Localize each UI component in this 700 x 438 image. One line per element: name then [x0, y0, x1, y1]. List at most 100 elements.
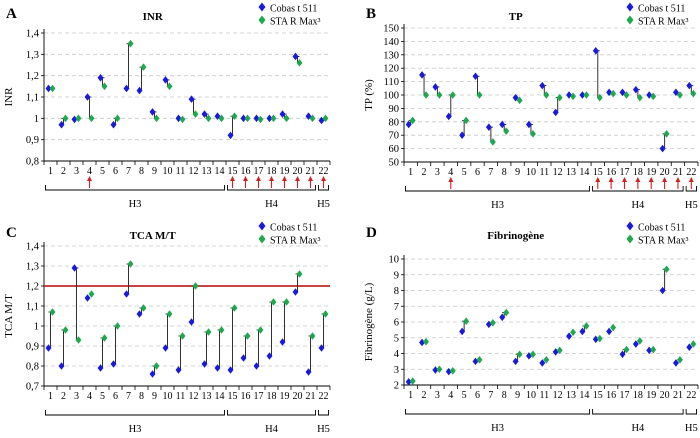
chart-title: Fibrinogène — [487, 230, 544, 242]
x-tick-label: 14 — [215, 166, 225, 177]
y-tick-label: 0,9 — [26, 342, 39, 353]
y-tick-label: 1,2 — [26, 282, 39, 293]
point-cobas — [552, 108, 559, 117]
x-tick-label: 21 — [306, 166, 316, 177]
point-cobas — [266, 352, 273, 360]
group-bracket — [318, 410, 329, 416]
x-tick-label: 19 — [280, 166, 290, 177]
x-tick-label: 11 — [539, 390, 549, 401]
x-tick-label: 16 — [606, 390, 616, 401]
point-sta — [322, 310, 329, 318]
point-cobas — [123, 84, 130, 93]
group-label: H4 — [631, 423, 645, 433]
legend-label: STA R Max³ — [270, 236, 321, 247]
point-sta — [516, 350, 523, 359]
point-cobas — [606, 327, 613, 336]
point-cobas — [279, 110, 286, 118]
x-tick-label: 6 — [113, 166, 118, 177]
x-tick-label: 12 — [553, 167, 563, 178]
legend-label: Cobas t 511 — [270, 223, 317, 234]
point-sta — [62, 114, 69, 123]
point-sta — [218, 114, 225, 123]
point-cobas — [253, 362, 260, 370]
point-cobas — [592, 46, 599, 55]
point-sta — [49, 308, 56, 316]
legend-label: Cobas t 511 — [638, 4, 685, 15]
red-arrow-head — [295, 176, 300, 181]
x-tick-label: 12 — [189, 391, 199, 402]
point-cobas — [566, 332, 573, 340]
x-tick-label: 5 — [462, 167, 467, 178]
group-label: H5 — [317, 424, 330, 433]
point-sta — [476, 356, 483, 364]
point-cobas — [432, 83, 439, 91]
point-cobas — [579, 327, 586, 336]
point-cobas — [71, 264, 78, 272]
point-cobas — [419, 338, 426, 347]
panel-letter: B — [366, 6, 376, 22]
red-arrow-head — [648, 177, 654, 182]
x-tick-label: 6 — [475, 167, 480, 178]
legend-label: Cobas t 511 — [270, 4, 317, 15]
panel-letter: D — [366, 225, 377, 241]
point-cobas — [686, 81, 693, 90]
point-cobas — [188, 95, 195, 103]
y-tick-label: 1,1 — [26, 302, 39, 313]
y-tick-label: 150 — [383, 24, 399, 35]
x-tick-label: 9 — [152, 166, 157, 177]
x-tick-label: 17 — [254, 391, 264, 402]
point-cobas — [240, 354, 247, 362]
x-tick-label: 10 — [526, 167, 536, 178]
y-tick-label: 8 — [394, 286, 399, 297]
x-tick-label: 5 — [100, 166, 105, 177]
y-axis-label: Fibrinogène (g/L) — [363, 282, 375, 361]
point-cobas — [227, 131, 234, 140]
legend-marker — [258, 15, 266, 25]
point-sta — [218, 326, 225, 334]
y-tick-label: 1,3 — [26, 262, 39, 273]
point-cobas — [149, 370, 156, 378]
point-cobas — [419, 71, 426, 79]
point-cobas — [632, 340, 639, 348]
point-cobas — [646, 346, 653, 355]
point-sta — [114, 114, 121, 123]
point-cobas — [405, 120, 412, 129]
point-cobas — [110, 120, 117, 129]
y-tick-label: 1 — [34, 322, 39, 333]
x-tick-label: 21 — [673, 390, 683, 401]
chart-title: INR — [143, 11, 164, 23]
group-label: H5 — [685, 200, 698, 211]
x-tick-label: 22 — [686, 390, 696, 401]
group-bracket — [227, 410, 316, 416]
point-sta — [636, 93, 643, 102]
point-sta — [663, 130, 670, 138]
point-cobas — [266, 114, 273, 123]
x-tick-label: 22 — [319, 166, 329, 177]
point-sta — [676, 91, 683, 99]
point-sta — [596, 334, 603, 343]
point-sta — [623, 345, 630, 354]
x-tick-label: 7 — [488, 390, 493, 401]
x-tick-label: 13 — [566, 167, 576, 178]
legend-label: STA R Max³ — [270, 17, 321, 28]
point-sta — [283, 298, 290, 306]
point-cobas — [240, 114, 247, 123]
point-cobas — [45, 84, 52, 93]
x-tick-label: 4 — [87, 166, 92, 177]
point-cobas — [445, 367, 452, 376]
y-tick-label: 1,4 — [26, 29, 40, 40]
point-sta — [270, 298, 277, 306]
point-sta — [449, 91, 456, 99]
x-tick-label: 9 — [515, 390, 520, 401]
point-sta — [257, 326, 264, 334]
point-sta — [516, 96, 523, 105]
y-tick-label: 3 — [394, 365, 399, 376]
panel-a: A 0,8 0,9 1 1,1 1,2 1,3 1,4 INR INR Cobas t 511 STA… — [3, 2, 331, 210]
point-cobas — [58, 362, 65, 370]
point-cobas — [84, 294, 91, 302]
x-tick-label: 7 — [488, 167, 493, 178]
x-tick-label: 20 — [660, 167, 670, 178]
x-tick-label: 15 — [228, 391, 238, 402]
x-tick-label: 4 — [87, 391, 92, 402]
